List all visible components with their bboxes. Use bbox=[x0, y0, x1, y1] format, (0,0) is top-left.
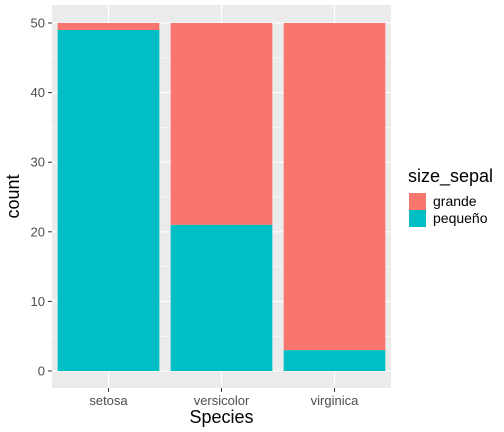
legend-key-grande bbox=[409, 193, 426, 210]
bars bbox=[57, 23, 386, 372]
y-axis: 0 10 20 30 40 50 bbox=[31, 16, 52, 379]
x-tick-label: versicolor bbox=[194, 393, 250, 408]
x-axis-title: Species bbox=[189, 407, 253, 427]
y-tick-label: 20 bbox=[31, 224, 45, 239]
y-tick-label: 40 bbox=[31, 85, 45, 100]
bar-setosa-pequeño bbox=[57, 29, 160, 372]
x-tick-label: setosa bbox=[89, 393, 128, 408]
bar-versicolor-grande bbox=[170, 23, 273, 225]
bar-setosa-grande bbox=[57, 23, 160, 30]
bar-virginica-grande bbox=[283, 23, 386, 351]
legend-title: size_sepal bbox=[408, 166, 493, 187]
bar-virginica-pequeño bbox=[283, 350, 386, 371]
x-axis: setosa versicolor virginica bbox=[89, 388, 359, 408]
y-tick-label: 0 bbox=[38, 364, 45, 379]
y-tick-label: 50 bbox=[31, 16, 45, 31]
y-axis-title: count bbox=[3, 174, 23, 218]
legend-label: pequeño bbox=[433, 210, 488, 226]
bar-versicolor-pequeño bbox=[170, 224, 273, 371]
y-tick-label: 10 bbox=[31, 294, 45, 309]
y-tick-label: 30 bbox=[31, 155, 45, 170]
legend-label: grande bbox=[433, 193, 477, 209]
x-tick-label: virginica bbox=[311, 393, 359, 408]
legend-key-pequeño bbox=[409, 210, 426, 227]
